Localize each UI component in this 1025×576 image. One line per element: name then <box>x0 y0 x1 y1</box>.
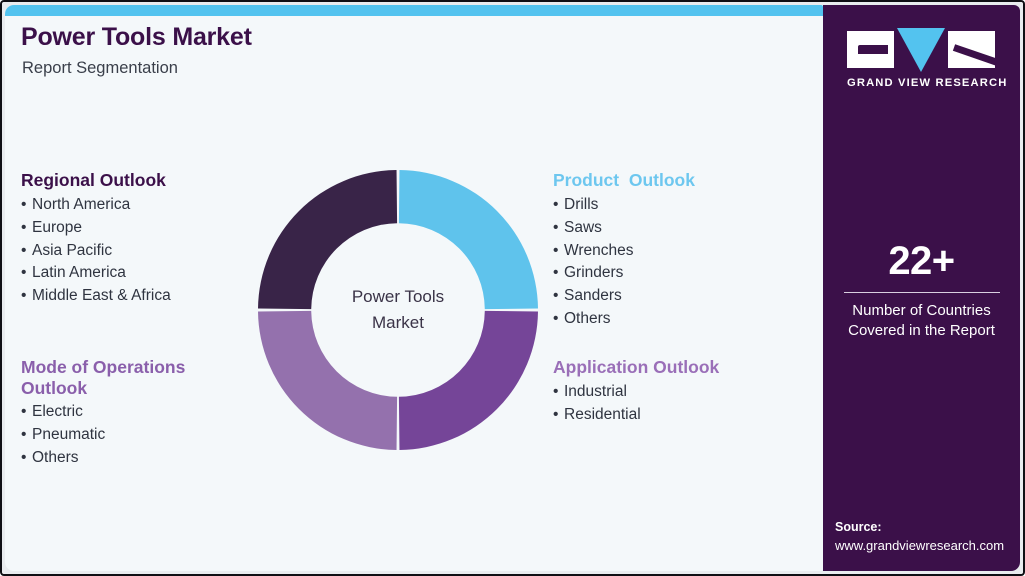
bullet-icon: • <box>21 287 27 305</box>
list-item-label: North America <box>32 195 131 213</box>
bullet-icon: • <box>21 195 27 213</box>
list-item: • Others <box>21 447 185 470</box>
application-outlook-list: • Industrial • Residential <box>553 381 719 427</box>
list-item-label: Others <box>32 449 79 467</box>
regional-outlook-heading: Regional Outlook <box>21 170 166 190</box>
bullet-icon: • <box>553 241 559 259</box>
mode-of-operations-outlook-block: Mode of Operations Outlook • Electric • Pn… <box>21 357 185 470</box>
list-item-label: Grinders <box>564 264 624 282</box>
logo-letter-v-triangle-icon <box>897 28 945 72</box>
source-block: Source: www.grandviewresearch.com <box>835 519 1020 555</box>
list-item: • Drills <box>553 194 695 217</box>
list-item-label: Asia Pacific <box>32 241 113 259</box>
bullet-icon: • <box>21 264 27 282</box>
list-item-label: Electric <box>32 403 83 421</box>
donut-chart: Power Tools Market <box>256 168 540 452</box>
product-outlook-heading: Product Outlook <box>553 170 695 190</box>
application-outlook-heading: Application Outlook <box>553 357 720 377</box>
logo-letter-g-icon <box>847 31 894 68</box>
application-outlook-block: Application Outlook • Industrial • Residen… <box>553 357 719 427</box>
header: Power Tools Market Report Segmentation <box>21 23 252 77</box>
list-item-label: Saws <box>564 218 602 236</box>
list-item-label: Wrenches <box>564 241 634 259</box>
bullet-icon: • <box>553 382 559 400</box>
product-outlook-list: • Drills • Saws • Wrenches • Grinders • Sande… <box>553 194 695 332</box>
regional-outlook-list: • North America • Europe • Asia Pacific • La… <box>21 194 171 309</box>
list-item-label: Drills <box>564 195 599 213</box>
list-item-label: Latin America <box>32 264 126 282</box>
mode-of-operations-outlook-list: • Electric • Pneumatic • Others <box>21 401 185 470</box>
list-item: • Pneumatic <box>21 424 185 447</box>
donut-segment <box>398 170 538 310</box>
bullet-icon: • <box>553 405 559 423</box>
brand-sidebar: GRAND VIEW RESEARCH 22+ Number of Countr… <box>823 5 1020 571</box>
source-url[interactable]: www.grandviewresearch.com <box>835 537 1005 553</box>
donut-chart-svg <box>258 170 538 450</box>
bullet-icon: • <box>21 241 27 259</box>
main-panel <box>5 5 823 571</box>
bullet-icon: • <box>21 403 27 421</box>
mode-of-operations-outlook-heading: Mode of Operations Outlook <box>21 357 186 398</box>
list-item-label: Residential <box>564 405 641 423</box>
bullet-icon: • <box>553 264 559 282</box>
donut-segment <box>258 170 398 310</box>
logo-wordmark: GRAND VIEW RESEARCH <box>847 77 1008 89</box>
list-item: • Others <box>553 308 695 331</box>
bullet-icon: • <box>553 310 559 328</box>
page-subtitle: Report Segmentation <box>22 58 178 77</box>
donut-segment-group <box>258 170 538 450</box>
brand-logo: GRAND VIEW RESEARCH <box>847 28 1008 89</box>
bullet-icon: • <box>553 218 559 236</box>
product-outlook-block: Product Outlook • Drills • Saws • Wrenches … <box>553 170 695 331</box>
list-item: • Asia Pacific <box>21 240 171 263</box>
list-item: • Grinders <box>553 262 695 285</box>
bullet-icon: • <box>553 287 559 305</box>
list-item-label: Middle East & Africa <box>32 287 171 305</box>
list-item: • Sanders <box>553 285 695 308</box>
list-item: • Residential <box>553 404 719 427</box>
stat-label-line2: Covered in the Report <box>848 321 995 339</box>
logo-marks <box>847 28 995 72</box>
list-item-label: Industrial <box>564 382 627 400</box>
bullet-icon: • <box>21 426 27 444</box>
list-item: • Saws <box>553 217 695 240</box>
list-item: • Wrenches <box>553 240 695 263</box>
logo-letter-r-icon <box>948 31 995 68</box>
regional-outlook-block: Regional Outlook • North America • Europe … <box>21 170 171 308</box>
list-item: • Latin America <box>21 262 171 285</box>
list-item: • Europe <box>21 217 171 240</box>
donut-segment <box>398 310 538 450</box>
list-item-label: Others <box>564 310 611 328</box>
bullet-icon: • <box>553 195 559 213</box>
list-item: • Electric <box>21 401 185 424</box>
list-item: • North America <box>21 194 171 217</box>
source-title: Source: <box>835 520 882 535</box>
donut-segment <box>258 310 398 450</box>
stat-divider <box>843 292 1000 293</box>
country-count-stat: 22+ Number of Countries Covered in the R… <box>835 241 1008 341</box>
list-item-label: Pneumatic <box>32 426 106 444</box>
page-title: Power Tools Market <box>21 23 252 51</box>
list-item-label: Sanders <box>564 287 622 305</box>
bullet-icon: • <box>21 449 27 467</box>
list-item: • Industrial <box>553 381 719 404</box>
list-item: • Middle East & Africa <box>21 285 171 308</box>
list-item-label: Europe <box>32 218 82 236</box>
top-accent-bar <box>5 5 823 16</box>
stat-value: 22+ <box>888 239 955 283</box>
bullet-icon: • <box>21 218 27 236</box>
stat-label-line1: Number of Countries <box>852 302 991 319</box>
